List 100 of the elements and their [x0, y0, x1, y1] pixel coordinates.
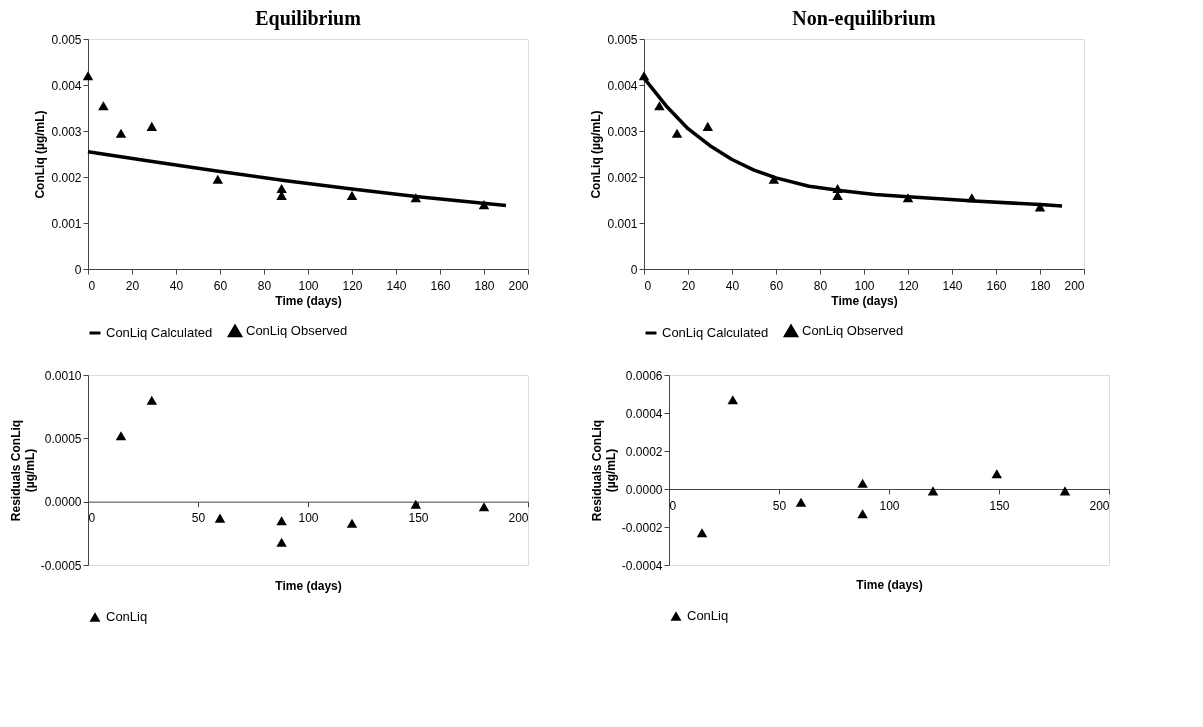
y-axis-title: ConLiq (µg/mL) [589, 110, 604, 199]
x-tick-label: 50 [772, 498, 787, 513]
point [214, 513, 226, 523]
y-axis-title: ConLiq (µg/mL) [33, 110, 48, 199]
x-tick-label: 180 [1030, 278, 1051, 293]
x-tick-label: 160 [986, 278, 1007, 293]
legend-label: ConLiq [687, 608, 729, 623]
x-tick-label: 100 [854, 278, 875, 293]
x-axis-title: Time (days) [856, 577, 923, 592]
y-tick-label: 0.0010 [44, 368, 82, 383]
point [857, 478, 868, 488]
y-tick-label: -0.0002 [621, 520, 663, 535]
x-tick-label: 60 [769, 278, 784, 293]
point [902, 193, 914, 203]
y-tick-label: 0.0002 [625, 444, 663, 459]
x-tick-label: 200 [1089, 498, 1110, 513]
point [82, 71, 94, 81]
x-tick-label: 0 [88, 511, 96, 526]
x-axis-title: Time (days) [831, 293, 898, 308]
x-tick-label: 160 [430, 278, 451, 293]
y-tick-label: 0.0004 [625, 406, 663, 421]
legend-label: ConLiq Observed [802, 323, 904, 339]
point [702, 121, 714, 131]
x-tick-label: 0 [669, 498, 677, 513]
y-tick-label: 0.001 [607, 216, 638, 231]
point [146, 121, 158, 131]
y-tick-label: 0.004 [607, 78, 638, 93]
point [410, 193, 422, 203]
y-tick-label: 0 [74, 262, 82, 277]
x-tick-label: 80 [257, 278, 272, 293]
x-tick-label: 60 [213, 278, 228, 293]
point [98, 101, 109, 111]
legend-label: ConLiq Observed [246, 323, 348, 339]
y-axis-title: Residuals ConLiq (µg/mL) [8, 419, 37, 522]
x-tick-label: 100 [298, 511, 319, 526]
y-tick-label: 0.003 [607, 124, 638, 139]
x-axis-title: Time (days) [275, 579, 342, 594]
legend-label: ConLiq Calculated [106, 325, 213, 340]
y-tick-label: 0.0006 [625, 368, 663, 383]
x-tick-label: 100 [879, 498, 900, 513]
point [795, 497, 807, 507]
y-tick-label: -0.0004 [621, 558, 663, 573]
x-tick-label: 50 [191, 511, 206, 526]
point [410, 499, 422, 509]
y-tick-label: 0.0000 [625, 482, 663, 497]
y-tick-label: 0.002 [51, 170, 82, 185]
point [115, 128, 127, 138]
point [212, 174, 224, 184]
x-tick-label: 80 [813, 278, 828, 293]
point [478, 502, 490, 512]
y-tick-label: -0.0005 [40, 558, 82, 573]
x-tick-label: 20 [681, 278, 696, 293]
x-tick-label: 140 [386, 278, 407, 293]
x-tick-label: 150 [408, 511, 429, 526]
y-tick-label: 0.001 [51, 216, 82, 231]
chart-title: Non-equilibrium [792, 7, 937, 30]
x-tick-label: 200 [508, 511, 529, 526]
x-tick-label: 40 [169, 278, 184, 293]
y-tick-label: 0.005 [607, 32, 638, 47]
point [1059, 486, 1071, 496]
point [478, 200, 490, 210]
point [671, 128, 683, 138]
line-series [86, 149, 508, 208]
point [991, 469, 1003, 479]
x-tick-label: 140 [942, 278, 963, 293]
point [346, 190, 358, 200]
y-tick-label: 0.0005 [44, 431, 82, 446]
y-tick-label: 0.004 [51, 78, 82, 93]
point [966, 193, 978, 203]
point [696, 528, 708, 538]
x-tick-label: 40 [725, 278, 740, 293]
x-tick-label: 200 [508, 278, 529, 293]
y-tick-label: 0 [630, 262, 638, 277]
y-tick-label: 0.005 [51, 32, 82, 47]
point [654, 101, 665, 111]
point [115, 431, 127, 441]
x-axis-title: Time (days) [275, 293, 342, 308]
point [276, 516, 287, 526]
point [768, 174, 780, 184]
x-tick-label: 180 [474, 278, 495, 293]
chart-title: Equilibrium [255, 7, 362, 30]
point [927, 486, 939, 496]
point [832, 183, 843, 194]
x-tick-label: 120 [342, 278, 363, 293]
point [276, 183, 287, 194]
x-tick-label: 20 [125, 278, 140, 293]
x-tick-label: 150 [989, 498, 1010, 513]
legend-label: ConLiq Calculated [662, 325, 769, 340]
legend-label: ConLiq [106, 609, 148, 624]
y-axis-title: Residuals ConLiq (µg/mL) [589, 419, 618, 522]
point [276, 537, 287, 547]
y-tick-label: 0.002 [607, 170, 638, 185]
point [638, 71, 650, 81]
x-tick-label: 100 [298, 278, 319, 293]
x-tick-label: 120 [898, 278, 919, 293]
point [727, 395, 739, 405]
point [146, 395, 158, 405]
y-tick-label: 0.0000 [44, 495, 82, 510]
y-tick-label: 0.003 [51, 124, 82, 139]
x-tick-label: 200 [1064, 278, 1085, 293]
